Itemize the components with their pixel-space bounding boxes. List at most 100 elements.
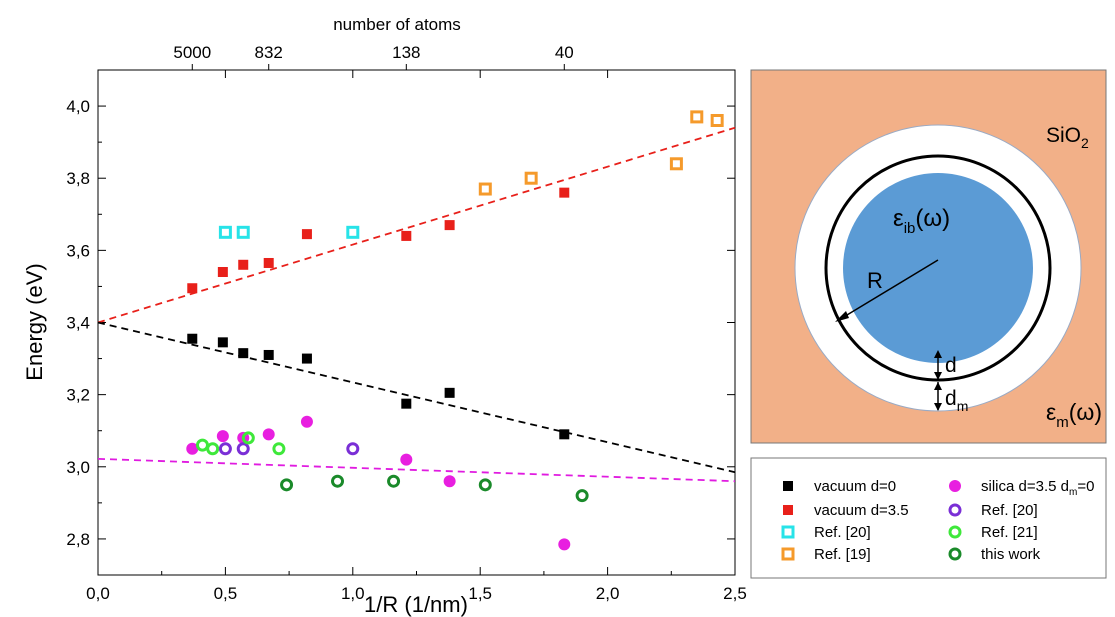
data-point — [301, 229, 312, 240]
data-point — [186, 442, 199, 455]
legend-marker — [783, 481, 793, 491]
data-point — [558, 538, 571, 551]
radius-arrowhead — [835, 311, 849, 322]
data-point — [280, 478, 294, 492]
legend-marker — [948, 547, 962, 561]
x-tick-label: 1,0 — [341, 584, 365, 603]
data-point — [217, 267, 228, 277]
top-tick-label: 832 — [255, 43, 283, 62]
energy-plot: 0,0 0,5 1,0 1,5 2,0 2,5 2,8 3,0 3,2 3,4 3,6 3,8 4,0 5… — [22, 15, 747, 617]
data-point — [710, 114, 724, 127]
dm-arrowhead-top — [934, 382, 942, 390]
data-point — [195, 438, 209, 452]
data-markers — [186, 110, 724, 551]
top-tick-label: 138 — [392, 43, 420, 62]
x-tick-label: 0,0 — [86, 584, 110, 603]
sio2-label: SiO2 — [1046, 124, 1089, 151]
y-tick-label: 3,4 — [66, 314, 90, 333]
legend-marker — [781, 547, 795, 561]
y-tick-label: 4,0 — [66, 97, 90, 116]
medium-epsilon-label: εm(ω) — [1046, 399, 1102, 431]
legend-label: silica d=3.5 dm=0 — [981, 478, 1094, 498]
data-point — [187, 333, 198, 344]
legend-box — [750, 457, 1107, 579]
data-point — [238, 259, 249, 270]
dm-label: dm — [945, 387, 968, 414]
legend-label: vacuum d=3.5 — [814, 502, 909, 519]
data-point — [216, 430, 229, 443]
d-label: d — [945, 354, 957, 377]
data-point — [401, 398, 412, 409]
x-tick-label: 2,0 — [596, 584, 620, 603]
data-point — [187, 283, 198, 294]
legend-label: Ref. [20] — [814, 524, 871, 541]
top-axis-label: number of atoms — [333, 15, 461, 34]
data-point — [575, 489, 589, 503]
legend-marker — [781, 525, 795, 539]
data-point — [238, 348, 249, 359]
data-point — [263, 257, 274, 268]
data-point — [401, 230, 412, 241]
legend-marker — [949, 480, 961, 492]
y-tick-label: 3,2 — [66, 386, 90, 405]
data-point — [206, 442, 220, 456]
data-point — [217, 337, 228, 348]
d-arrowhead-top — [934, 350, 942, 358]
legend-marker — [948, 503, 962, 517]
plot-frame — [97, 69, 736, 576]
fit-line — [97, 126, 736, 324]
legend-label: Ref. [20] — [981, 502, 1038, 519]
data-point — [262, 428, 275, 441]
core-epsilon-label: εib(ω) — [893, 205, 950, 237]
y-tick-label: 3,0 — [66, 458, 90, 477]
axis-ticks: 0,0 0,5 1,0 1,5 2,0 2,5 2,8 3,0 3,2 3,4 3,6 3,8 4,0 5… — [66, 43, 746, 603]
legend-label: this work — [981, 546, 1041, 563]
data-point — [478, 478, 492, 492]
radius-label: R — [867, 268, 883, 293]
fit-line — [97, 321, 736, 474]
data-point — [478, 182, 492, 196]
y-tick-label: 3,8 — [66, 169, 90, 188]
data-point — [241, 431, 255, 445]
y-tick-label: 2,8 — [66, 530, 90, 549]
legend-label: Ref. [19] — [814, 546, 871, 563]
data-point — [218, 442, 232, 456]
top-tick-label: 5000 — [173, 43, 211, 62]
legend-marker — [783, 505, 793, 515]
data-point — [272, 442, 286, 456]
data-point — [669, 157, 683, 171]
legend-label: Ref. [21] — [981, 524, 1038, 541]
data-point — [300, 415, 313, 428]
data-point — [236, 225, 250, 239]
data-point — [559, 187, 570, 198]
data-point — [444, 220, 455, 231]
data-point — [524, 171, 538, 185]
radius-arrow — [841, 259, 939, 319]
data-point — [400, 453, 413, 466]
legend-marker — [948, 525, 962, 539]
y-axis-label: Energy (eV) — [22, 263, 47, 380]
data-point — [331, 474, 345, 488]
data-point — [690, 110, 704, 124]
x-tick-label: 1,5 — [468, 584, 492, 603]
legend-label: vacuum d=0 — [814, 478, 896, 495]
nanoparticle-schematic: SiO2 εib(ω) R d dm εm(ω) — [750, 69, 1107, 444]
data-point — [218, 225, 232, 239]
data-point — [346, 442, 360, 456]
legend: vacuum d=0 vacuum d=3.5 Ref. [20] Ref. [19]… — [750, 457, 1107, 579]
data-point — [236, 442, 250, 456]
data-point — [443, 475, 456, 488]
top-tick-label: 40 — [555, 43, 574, 62]
data-point — [559, 429, 570, 440]
dm-arrowhead-bottom — [934, 403, 942, 411]
data-point — [444, 387, 455, 398]
x-tick-label: 2,5 — [723, 584, 747, 603]
data-point — [301, 353, 312, 364]
data-point — [387, 474, 401, 488]
x-axis-label: 1/R (1/nm) — [364, 592, 468, 617]
y-tick-label: 3,6 — [66, 241, 90, 260]
fit-line — [97, 457, 736, 483]
fit-lines — [97, 126, 736, 483]
metal-core — [843, 173, 1033, 363]
